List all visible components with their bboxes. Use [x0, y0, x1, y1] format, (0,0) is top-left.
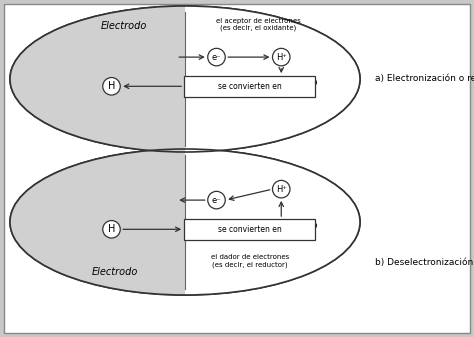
Text: H⁺: H⁺ — [276, 185, 287, 194]
Ellipse shape — [10, 149, 360, 295]
Ellipse shape — [10, 6, 360, 152]
Circle shape — [208, 191, 225, 209]
Circle shape — [273, 48, 290, 66]
Text: e⁻: e⁻ — [212, 53, 221, 62]
Bar — [185, 144, 365, 300]
Ellipse shape — [10, 6, 360, 152]
Text: H: H — [108, 224, 115, 234]
Text: se convierten en: se convierten en — [218, 225, 282, 234]
Text: e⁻: e⁻ — [212, 195, 221, 205]
Text: el aceptor de electrones
(es decir, el oxidante): el aceptor de electrones (es decir, el o… — [216, 18, 301, 31]
FancyBboxPatch shape — [4, 4, 470, 333]
FancyBboxPatch shape — [184, 219, 315, 240]
FancyBboxPatch shape — [184, 76, 315, 96]
Bar — [185, 1, 365, 157]
Text: H: H — [108, 81, 115, 91]
Text: a) Electronización o reducción: a) Electronización o reducción — [375, 74, 474, 84]
Text: Electrodo: Electrodo — [92, 267, 138, 277]
Text: Electrolito: Electrolito — [269, 221, 318, 231]
Text: b) Deselectronización u oxidación: b) Deselectronización u oxidación — [375, 257, 474, 267]
Text: el dador de electrones
(es decir, el reductor): el dador de electrones (es decir, el red… — [210, 254, 289, 268]
Circle shape — [273, 180, 290, 198]
Text: Electrodo: Electrodo — [100, 22, 147, 31]
Text: se convierten en: se convierten en — [218, 82, 282, 91]
Circle shape — [103, 220, 120, 238]
Text: Electrolito: Electrolito — [269, 78, 318, 88]
Circle shape — [208, 48, 225, 66]
Ellipse shape — [10, 149, 360, 295]
Text: H⁺: H⁺ — [276, 53, 287, 62]
Circle shape — [103, 78, 120, 95]
